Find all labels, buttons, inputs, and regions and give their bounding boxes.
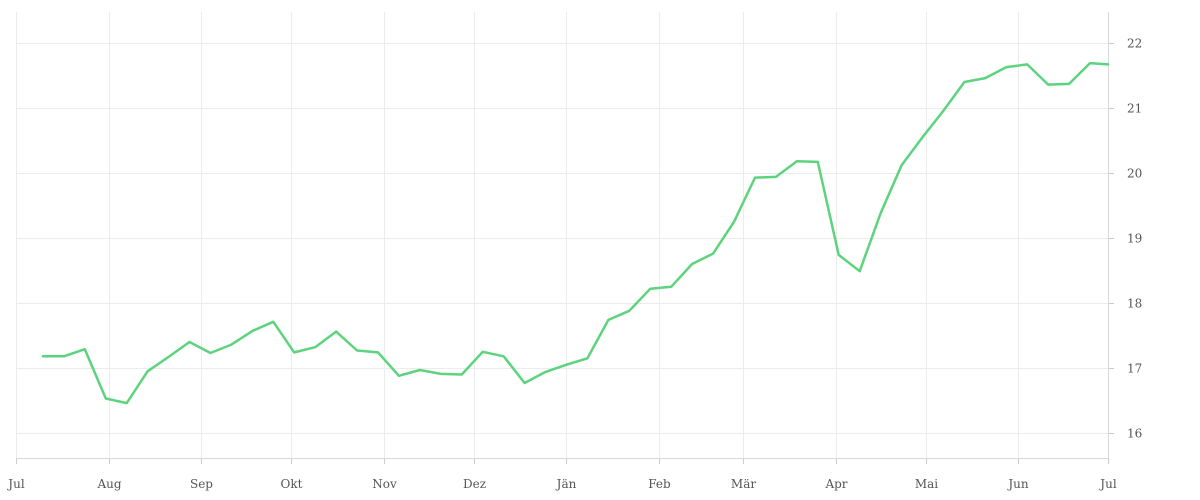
x-tick-label: Mär <box>731 477 756 491</box>
series-layer <box>41 61 1110 405</box>
y-tick-label: 19 <box>1127 232 1142 246</box>
x-tick-label: Aug <box>96 477 121 491</box>
x-tick-label: Sep <box>190 477 213 491</box>
y-tick-label: 17 <box>1127 362 1142 376</box>
y-tick-label: 16 <box>1127 427 1142 441</box>
x-tick-label: Jun <box>1006 477 1029 491</box>
y-tick-label: 22 <box>1127 37 1142 51</box>
x-tick-label: Apr <box>824 477 847 491</box>
axes <box>16 12 1114 464</box>
series-line <box>41 61 1110 405</box>
x-tick-label: Nov <box>372 477 397 491</box>
x-tick-label: Jul <box>6 477 25 491</box>
grid <box>16 12 1109 458</box>
x-tick-label: Okt <box>281 477 303 491</box>
x-tick-label: Dez <box>463 477 486 491</box>
x-tick-label: Jul <box>1098 477 1117 491</box>
x-tick-label: Jän <box>555 477 577 491</box>
x-tick-label: Feb <box>648 477 671 491</box>
y-tick-label: 20 <box>1127 167 1142 181</box>
y-tick-label: 18 <box>1127 297 1142 311</box>
y-tick-label: 21 <box>1127 102 1142 116</box>
y-axis-labels: 16 17 18 19 20 21 22 <box>1127 37 1142 441</box>
x-axis-labels: Jul Aug Sep Okt Nov Dez Jän Feb Mär Apr Mai Jun Jul <box>6 477 1117 491</box>
x-tick-label: Mai <box>915 477 938 491</box>
